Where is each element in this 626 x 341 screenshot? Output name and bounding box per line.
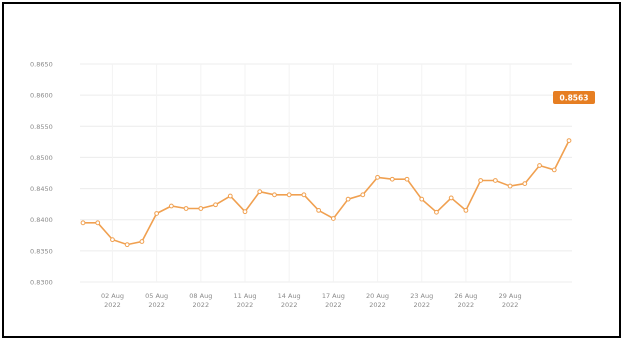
data-point xyxy=(478,178,484,183)
x-tick-label: 20 Aug xyxy=(366,292,389,300)
data-point xyxy=(213,202,218,208)
x-tick-label: 23 Aug xyxy=(410,292,433,300)
data-point xyxy=(168,203,174,209)
data-point xyxy=(183,206,189,211)
last-value-label: 0.8563 xyxy=(560,94,589,103)
y-tick-label: 0.8650 xyxy=(30,61,53,69)
grid-lines xyxy=(80,63,572,283)
x-tick-label: 11 Aug xyxy=(233,292,256,300)
data-point xyxy=(345,196,351,202)
x-tick-year: 2022 xyxy=(325,301,342,309)
x-tick-year: 2022 xyxy=(413,301,430,309)
y-tick-label: 0.8350 xyxy=(30,247,53,255)
series-line xyxy=(83,140,570,246)
last-value-badge-bg xyxy=(553,91,595,104)
y-tick-label: 0.8600 xyxy=(30,92,53,100)
data-point xyxy=(389,176,395,182)
data-point xyxy=(434,209,439,215)
x-tick-year: 2022 xyxy=(281,301,298,309)
data-point xyxy=(272,192,277,198)
data-point xyxy=(110,237,115,243)
x-tick-label: 08 Aug xyxy=(189,292,212,300)
data-point xyxy=(301,192,307,198)
y-tick-label: 0.8300 xyxy=(30,279,53,287)
data-point xyxy=(154,211,160,216)
x-tick-label: 26 Aug xyxy=(454,292,477,300)
data-point xyxy=(507,183,513,189)
data-point xyxy=(80,220,86,226)
x-tick-label: 17 Aug xyxy=(322,292,345,300)
data-point xyxy=(227,193,233,199)
data-point xyxy=(316,207,322,213)
y-tick-label: 0.8500 xyxy=(30,154,53,162)
data-point xyxy=(330,216,336,221)
x-tick-label: 05 Aug xyxy=(145,292,168,300)
x-tick-year: 2022 xyxy=(148,301,165,309)
y-tick-label: 0.8400 xyxy=(30,216,53,224)
y-tick-label: 0.8450 xyxy=(30,185,53,193)
last-value-badge: 0.8563 xyxy=(553,91,595,104)
data-point xyxy=(551,167,557,173)
data-point xyxy=(257,189,263,195)
data-point xyxy=(522,181,528,186)
data-point xyxy=(566,138,572,144)
data-point xyxy=(242,209,248,215)
data-point xyxy=(463,207,469,213)
data-point xyxy=(404,176,410,182)
data-point xyxy=(124,242,130,248)
data-point xyxy=(419,196,425,202)
data-point xyxy=(139,239,145,244)
data-point xyxy=(95,220,101,226)
x-tick-label: 29 Aug xyxy=(499,292,522,300)
data-point xyxy=(537,163,542,168)
x-tick-label: 02 Aug xyxy=(101,292,124,300)
x-tick-year: 2022 xyxy=(193,301,210,309)
x-tick-year: 2022 xyxy=(104,301,121,309)
x-tick-year: 2022 xyxy=(369,301,386,309)
data-point xyxy=(198,206,204,211)
x-tick-year: 2022 xyxy=(458,301,475,309)
data-point xyxy=(360,192,366,198)
data-point xyxy=(375,174,380,180)
x-tick-year: 2022 xyxy=(237,301,254,309)
data-point xyxy=(286,192,292,198)
data-point xyxy=(448,195,454,201)
y-tick-label: 0.8550 xyxy=(30,123,53,131)
y-axis: 0.8650 0.8600 0.8550 0.8500 0.8450 0.8400 0.83… xyxy=(30,61,53,287)
x-tick-label: 14 Aug xyxy=(278,292,301,300)
x-tick-year: 2022 xyxy=(502,301,519,309)
data-point xyxy=(492,178,498,183)
series-points xyxy=(80,138,572,248)
